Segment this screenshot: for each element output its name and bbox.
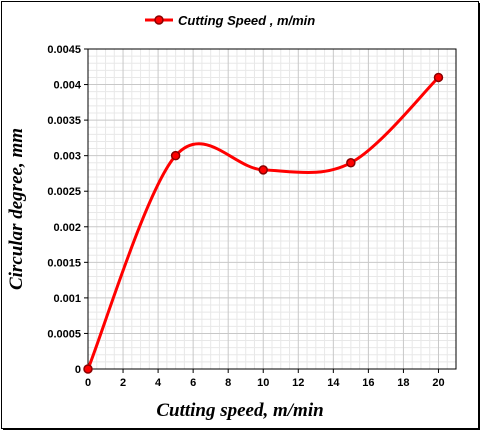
- y-tick-label: 0.0035: [47, 115, 81, 127]
- x-tick-label: 4: [155, 377, 162, 389]
- y-tick-label: 0.0025: [47, 186, 81, 198]
- y-tick-label: 0.004: [53, 80, 81, 92]
- x-tick-label: 0: [85, 377, 91, 389]
- x-tick-label: 16: [362, 377, 374, 389]
- y-tick-label: 0.0015: [47, 257, 81, 269]
- y-tick-label: 0.001: [53, 293, 81, 305]
- y-axis-title: Circular degree, mm: [6, 128, 27, 290]
- x-tick-label: 20: [432, 377, 444, 389]
- x-tick-label: 10: [257, 377, 269, 389]
- y-tick-labels: 0 0.0005 0.001 0.0015 0.002 0.0025 0.003 0.0035…: [47, 44, 82, 376]
- x-tick-labels: 0 2 4 6 8 10 12 14 16 18 20: [85, 377, 445, 389]
- series-line: [86, 76, 440, 370]
- data-point: [170, 150, 181, 161]
- legend-label: Cutting Speed , m/min: [178, 13, 315, 28]
- x-tick-label: 18: [397, 377, 409, 389]
- x-tick-label: 6: [190, 377, 196, 389]
- grid-minor: [88, 49, 457, 369]
- tick-marks: [84, 48, 439, 373]
- data-point: [433, 72, 444, 83]
- y-tick-label: 0: [75, 364, 81, 376]
- data-point: [346, 158, 356, 168]
- data-point: [83, 364, 93, 374]
- y-tick-label: 0.0005: [47, 328, 81, 340]
- plot-area: [87, 48, 457, 370]
- series-cutting-speed: [83, 72, 444, 374]
- x-axis-title: Cutting speed, m/min: [156, 400, 323, 421]
- x-tick-label: 2: [120, 377, 126, 389]
- x-tick-label: 8: [225, 377, 231, 389]
- data-point: [258, 165, 268, 175]
- legend-marker: [154, 15, 164, 25]
- y-tick-label: 0.003: [53, 151, 81, 163]
- x-tick-label: 12: [292, 377, 304, 389]
- x-tick-label: 14: [327, 377, 340, 389]
- legend: Cutting Speed , m/min: [145, 13, 315, 28]
- y-tick-label: 0.002: [53, 222, 81, 234]
- y-tick-label: 0.0045: [47, 44, 81, 56]
